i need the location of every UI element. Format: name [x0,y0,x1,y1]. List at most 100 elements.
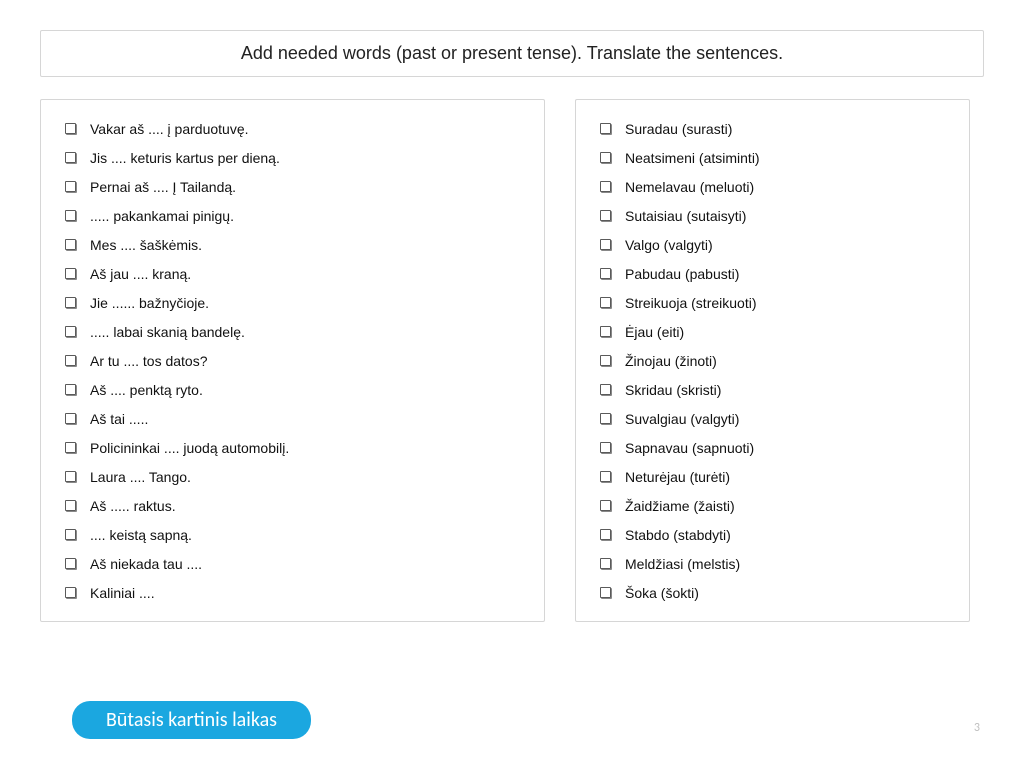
sentence-item: Ar tu .... tos datos? [59,346,526,375]
sentence-item: Mes .... šaškėmis. [59,230,526,259]
instruction-title: Add needed words (past or present tense)… [40,30,984,77]
checkbox-bullet-icon [65,297,76,308]
word-text: Meldžiasi (melstis) [625,556,951,572]
checkbox-bullet-icon [65,413,76,424]
columns-container: Vakar aš .... į parduotuvę. Jis .... ketu… [40,99,984,622]
word-item: Stabdo (stabdyti) [594,520,951,549]
sentence-item: Vakar aš .... į parduotuvę. [59,114,526,143]
checkbox-bullet-icon [600,239,611,250]
word-text: Suvalgiau (valgyti) [625,411,951,427]
sentence-text: .... keistą sapną. [90,527,526,543]
checkbox-bullet-icon [65,123,76,134]
checkbox-bullet-icon [600,297,611,308]
word-item: Suvalgiau (valgyti) [594,404,951,433]
checkbox-bullet-icon [65,152,76,163]
word-item: Sapnavau (sapnuoti) [594,433,951,462]
checkbox-bullet-icon [65,181,76,192]
word-item: Ėjau (eiti) [594,317,951,346]
checkbox-bullet-icon [600,123,611,134]
sentence-text: Mes .... šaškėmis. [90,237,526,253]
checkbox-bullet-icon [65,442,76,453]
checkbox-bullet-icon [65,587,76,598]
checkbox-bullet-icon [600,326,611,337]
sentence-item: ..... pakankamai pinigų. [59,201,526,230]
page-number: 3 [974,721,980,735]
word-text: Sapnavau (sapnuoti) [625,440,951,456]
sentence-text: ..... labai skanią bandelę. [90,324,526,340]
word-item: Suradau (surasti) [594,114,951,143]
word-text: Neatsimeni (atsiminti) [625,150,951,166]
word-text: Suradau (surasti) [625,121,951,137]
sentence-item: Laura .... Tango. [59,462,526,491]
checkbox-bullet-icon [600,384,611,395]
sentence-text: Vakar aš .... į parduotuvę. [90,121,526,137]
checkbox-bullet-icon [65,384,76,395]
checkbox-bullet-icon [600,587,611,598]
sentence-item: ..... labai skanią bandelę. [59,317,526,346]
checkbox-bullet-icon [600,558,611,569]
sentence-text: Policininkai .... juodą automobilį. [90,440,526,456]
checkbox-bullet-icon [65,500,76,511]
sentence-item: Aš .... penktą ryto. [59,375,526,404]
word-item: Streikuoja (streikuoti) [594,288,951,317]
word-text: Streikuoja (streikuoti) [625,295,951,311]
checkbox-bullet-icon [600,210,611,221]
checkbox-bullet-icon [65,558,76,569]
sentence-text: Aš .... penktą ryto. [90,382,526,398]
sentence-item: Aš ..... raktus. [59,491,526,520]
sentence-text: Aš jau .... kraną. [90,266,526,282]
word-text: Sutaisiau (sutaisyti) [625,208,951,224]
word-text: Valgo (valgyti) [625,237,951,253]
sentence-item: Policininkai .... juodą automobilį. [59,433,526,462]
checkbox-bullet-icon [600,268,611,279]
word-text: Nemelavau (meluoti) [625,179,951,195]
word-text: Stabdo (stabdyti) [625,527,951,543]
sentence-text: Kaliniai .... [90,585,526,601]
checkbox-bullet-icon [65,355,76,366]
word-text: Žaidžiame (žaisti) [625,498,951,514]
checkbox-bullet-icon [600,355,611,366]
word-text: Neturėjau (turėti) [625,469,951,485]
sentence-item: Jis .... keturis kartus per dieną. [59,143,526,172]
word-item: Skridau (skristi) [594,375,951,404]
word-text: Žinojau (žinoti) [625,353,951,369]
checkbox-bullet-icon [65,210,76,221]
words-column: Suradau (surasti) Neatsimeni (atsiminti) N… [575,99,970,622]
sentence-item: Jie ...... bažnyčioje. [59,288,526,317]
sentence-item: Kaliniai .... [59,578,526,607]
sentence-text: Jie ...... bažnyčioje. [90,295,526,311]
word-text: Ėjau (eiti) [625,324,951,340]
checkbox-bullet-icon [600,152,611,163]
word-text: Skridau (skristi) [625,382,951,398]
checkbox-bullet-icon [65,326,76,337]
sentence-item: Aš niekada tau .... [59,549,526,578]
sentence-text: Pernai aš .... Į Tailandą. [90,179,526,195]
sentence-text: Jis .... keturis kartus per dieną. [90,150,526,166]
word-text: Pabudau (pabusti) [625,266,951,282]
word-item: Neatsimeni (atsiminti) [594,143,951,172]
word-text: Šoka (šokti) [625,585,951,601]
word-item: Žaidžiame (žaisti) [594,491,951,520]
checkbox-bullet-icon [600,500,611,511]
sentence-text: Aš niekada tau .... [90,556,526,572]
sentences-column: Vakar aš .... į parduotuvę. Jis .... ketu… [40,99,545,622]
sentence-item: .... keistą sapną. [59,520,526,549]
sentence-text: Aš tai ..... [90,411,526,427]
word-item: Valgo (valgyti) [594,230,951,259]
word-item: Nemelavau (meluoti) [594,172,951,201]
word-item: Žinojau (žinoti) [594,346,951,375]
checkbox-bullet-icon [600,413,611,424]
checkbox-bullet-icon [600,529,611,540]
word-item: Meldžiasi (melstis) [594,549,951,578]
word-item: Pabudau (pabusti) [594,259,951,288]
sentence-text: Laura .... Tango. [90,469,526,485]
sentence-item: Aš tai ..... [59,404,526,433]
sentence-text: Ar tu .... tos datos? [90,353,526,369]
word-item: Sutaisiau (sutaisyti) [594,201,951,230]
sentence-text: Aš ..... raktus. [90,498,526,514]
checkbox-bullet-icon [600,471,611,482]
checkbox-bullet-icon [600,442,611,453]
checkbox-bullet-icon [600,181,611,192]
sentence-item: Pernai aš .... Į Tailandą. [59,172,526,201]
footer-badge: Būtasis kartinis laikas [72,701,311,739]
